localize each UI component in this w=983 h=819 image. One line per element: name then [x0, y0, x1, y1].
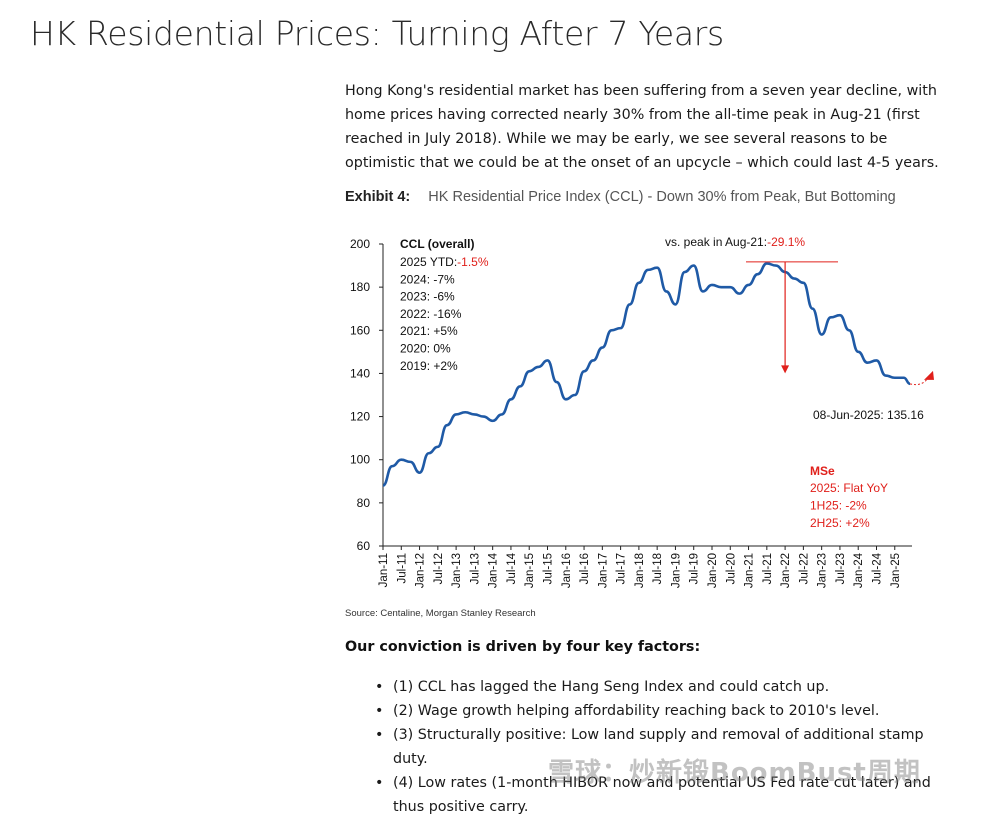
x-tick-label: Jan-23 [817, 553, 829, 588]
mse-line: 1H25: -2% [810, 499, 867, 513]
watermark: 雪球：炒新锻BoomBust周期 [548, 758, 921, 788]
x-tick-label: Jan-25 [890, 553, 902, 588]
y-tick-label: 200 [350, 237, 370, 251]
peak-annotation-value: -29.1% [767, 235, 805, 249]
x-tick-label: Jan-14 [488, 552, 500, 588]
legend-item: 2023: -6% [400, 290, 455, 304]
legend-title: CCL (overall) [400, 237, 474, 251]
x-tick-label: Jul-16 [579, 553, 591, 584]
list-item: • (1) CCL has lagged the Hang Seng Index … [375, 675, 955, 699]
x-tick-label: Jul-17 [616, 553, 628, 584]
bullet-icon: • [375, 679, 384, 695]
legend-item-label: 2019: +2% [400, 359, 458, 373]
y-axis-ticks: 60 80 100 120 140 160 180 200 [350, 237, 383, 553]
x-tick-label: Jan-18 [634, 553, 646, 588]
x-tick-label: Jan-19 [670, 553, 682, 588]
y-tick-label: 160 [350, 323, 370, 337]
legend-item: 2025 YTD:-1.5% [400, 255, 489, 269]
x-tick-label: Jan-11 [378, 553, 390, 587]
x-tick-label: Jul-21 [762, 553, 774, 584]
ccl-series-line [382, 262, 911, 487]
factor-text: (1) CCL has lagged the Hang Seng Index a… [393, 679, 830, 695]
intro-paragraph: Hong Kong's residential market has been … [345, 83, 939, 171]
x-tick-label: Jan-12 [415, 553, 427, 588]
mse-title: MSe [810, 464, 835, 478]
x-tick-label: Jul-23 [835, 553, 847, 584]
forecast-arrow-head [924, 370, 934, 380]
legend-item-label: 2022: -16% [400, 307, 462, 321]
peak-annotation-label: vs. peak in Aug-21:-29.1% [665, 235, 805, 249]
exhibit-caption: Exhibit 4: HK Residential Price Index (C… [345, 189, 896, 205]
exhibit-label: Exhibit 4: [345, 189, 411, 205]
legend-item: 2020: 0% [400, 342, 451, 356]
bullet-icon: • [375, 775, 384, 791]
page-title: HK Residential Prices: Turning After 7 Y… [30, 14, 724, 53]
x-tick-label: Jan-22 [780, 553, 792, 588]
legend-item-label: 2024: -7% [400, 272, 455, 286]
legend-item: 2024: -7% [400, 272, 455, 286]
source-note: Source: Centaline, Morgan Stanley Resear… [345, 608, 536, 619]
x-tick-label: Jan-21 [744, 553, 756, 588]
legend-item: 2021: +5% [400, 324, 458, 338]
legend-item: 2022: -16% [400, 307, 462, 321]
drop-arrow-head [781, 365, 790, 374]
y-tick-label: 120 [350, 410, 370, 424]
peak-annotation-text: vs. peak in Aug-21: [665, 235, 767, 249]
legend-item-value: -1.5% [457, 255, 489, 269]
x-tick-label: Jul-11 [396, 553, 408, 583]
y-tick-label: 180 [350, 280, 370, 294]
y-tick-label: 60 [357, 539, 371, 553]
x-tick-label: Jul-20 [725, 553, 737, 584]
x-tick-label: Jul-24 [871, 552, 883, 584]
chart-axes [382, 244, 912, 547]
factor-text: (2) Wage growth helping affordability re… [393, 703, 880, 719]
legend-item-label: 2025 YTD: [400, 255, 457, 269]
x-tick-label: Jul-14 [506, 552, 518, 584]
bullet-icon: • [375, 727, 384, 743]
legend-item: 2019: +2% [400, 359, 458, 373]
x-tick-label: Jul-13 [469, 553, 481, 584]
conviction-heading: Our conviction is driven by four key fac… [345, 639, 701, 655]
legend-item-label: 2021: +5% [400, 324, 458, 338]
mse-line: 2025: Flat YoY [810, 481, 888, 495]
chart-annotations: vs. peak in Aug-21:-29.1% 08-Jun-2025: 13… [665, 235, 934, 530]
x-tick-label: Jul-19 [689, 553, 701, 584]
y-tick-label: 140 [350, 366, 370, 380]
x-tick-label: Jan-13 [451, 553, 463, 588]
latest-value-label: 08-Jun-2025: 135.16 [813, 408, 924, 422]
y-tick-label: 80 [357, 496, 371, 510]
legend-item-label: 2020: 0% [400, 342, 451, 356]
chart-legend: CCL (overall)2025 YTD:-1.5%2024: -7%2023… [400, 237, 489, 373]
x-tick-label: Jan-24 [853, 552, 865, 588]
y-tick-label: 100 [350, 453, 370, 467]
legend-item-label: 2023: -6% [400, 290, 455, 304]
x-tick-label: Jul-15 [542, 553, 554, 584]
x-tick-label: Jan-15 [524, 553, 536, 588]
x-tick-label: Jan-17 [597, 553, 609, 588]
x-tick-label: Jul-12 [433, 553, 445, 584]
factors-list: • (1) CCL has lagged the Hang Seng Index … [375, 675, 955, 819]
x-tick-label: Jan-16 [561, 553, 573, 588]
forecast-arrow-line [909, 377, 929, 386]
x-axis-ticks: Jan-11 Jul-11 Jan-12 Jul-12 Jan-13 Jul-13 Jan-… [378, 546, 902, 588]
x-tick-label: Jan-20 [707, 553, 719, 588]
list-item: • (3) Structurally positive: Low land sup… [375, 723, 955, 771]
list-item: • (2) Wage growth helping affordability r… [375, 699, 955, 723]
exhibit-title: HK Residential Price Index (CCL) - Down … [428, 189, 896, 205]
bullet-icon: • [375, 703, 384, 719]
mse-line: 2H25: +2% [810, 516, 870, 530]
factor-text: (3) Structurally positive: Low land supp… [393, 727, 924, 767]
x-tick-label: Jul-22 [798, 553, 810, 584]
x-tick-label: Jul-18 [652, 553, 664, 584]
